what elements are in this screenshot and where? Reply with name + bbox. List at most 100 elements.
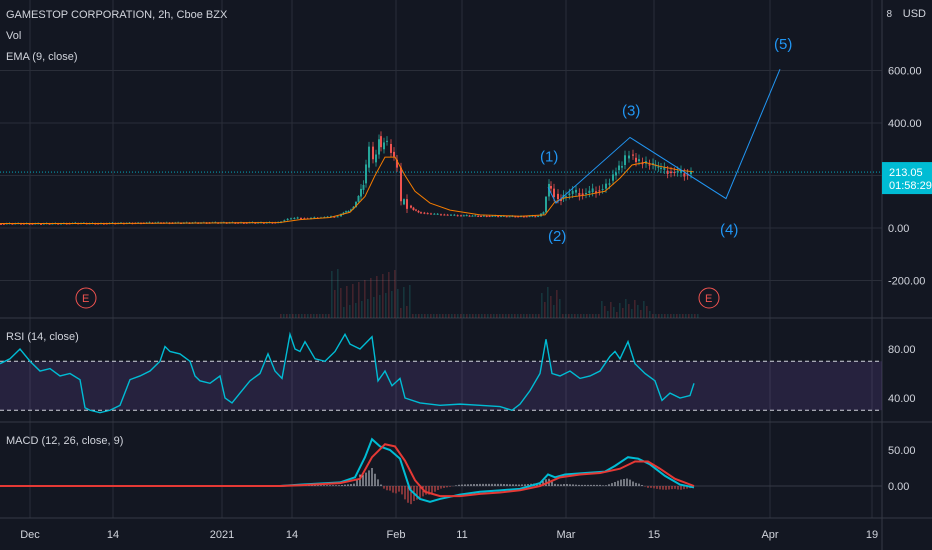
candle-body — [293, 217, 296, 219]
symbol-title[interactable]: GAMESTOP CORPORATION, 2h, Cboe BZX — [6, 9, 228, 21]
candle-body — [357, 195, 360, 202]
candle-body — [383, 142, 385, 150]
earnings-marker-label: E — [705, 293, 712, 305]
candle-body — [608, 183, 611, 185]
currency-label[interactable]: USD — [902, 8, 926, 20]
volume-bar — [478, 314, 480, 318]
elliott-wave-line — [547, 68, 781, 204]
volume-bar — [529, 314, 531, 318]
candle-body — [591, 188, 594, 193]
volume-bar — [313, 314, 315, 318]
candle-body — [511, 215, 514, 217]
volume-bar — [421, 314, 423, 318]
volume-bar — [541, 293, 543, 318]
candle-body — [433, 213, 436, 215]
volume-bar — [646, 306, 648, 318]
ema-legend[interactable]: EMA (9, close) — [6, 51, 78, 63]
volume-bar — [472, 314, 474, 318]
candle-body — [396, 159, 398, 168]
volume-bar — [337, 269, 339, 318]
volume-bar — [637, 305, 639, 318]
earnings-marker-label: E — [82, 293, 89, 305]
macd-legend[interactable]: MACD (12, 26, close, 9) — [6, 435, 124, 447]
volume-bar — [508, 314, 510, 318]
candle-body — [412, 207, 415, 211]
volume-bar — [439, 314, 441, 318]
candle-body — [446, 214, 449, 216]
candle-body — [403, 199, 405, 205]
candle-body — [355, 201, 357, 207]
x-tick-label: Feb — [387, 529, 406, 541]
rsi-legend[interactable]: RSI (14, close) — [6, 331, 79, 343]
candle-body — [254, 222, 257, 224]
volume-bar — [559, 299, 561, 318]
candle-body — [386, 140, 388, 142]
candle-body — [676, 171, 679, 173]
volume-bar — [640, 310, 642, 318]
currency-badge[interactable]: 8 — [886, 9, 892, 20]
volume-bar — [349, 305, 351, 318]
candle-body — [48, 223, 51, 225]
volume-bar — [538, 314, 540, 318]
volume-bar — [406, 306, 408, 318]
candle-body — [553, 188, 555, 198]
candle-body — [477, 215, 480, 217]
volume-bar — [634, 300, 636, 318]
macd-tick-label: 0.00 — [888, 481, 909, 493]
volume-bar — [361, 301, 363, 318]
candle-body — [453, 214, 456, 216]
candle-body — [550, 186, 552, 189]
volume-bar — [457, 314, 459, 318]
candle-body — [491, 215, 494, 217]
candle-body — [393, 151, 395, 157]
volume-bar — [283, 314, 285, 318]
candle-body — [542, 212, 545, 215]
candle-body — [531, 215, 534, 217]
candle-body — [443, 214, 446, 216]
candle-body — [632, 154, 634, 156]
volume-bar — [499, 314, 501, 318]
y-tick-label: 400.00 — [888, 118, 922, 130]
candle-body — [522, 216, 525, 218]
volume-bar — [676, 314, 678, 318]
volume-bar — [514, 314, 516, 318]
volume-bar — [547, 287, 549, 318]
volume-bar — [280, 314, 282, 318]
volume-bar — [448, 314, 450, 318]
candle-body — [588, 190, 591, 193]
candle-body — [336, 216, 339, 218]
volume-bar — [388, 272, 390, 318]
candle-body — [624, 155, 626, 165]
volume-bar — [505, 314, 507, 318]
candle-body — [342, 212, 345, 215]
volume-bar — [667, 314, 669, 318]
candle-body — [537, 216, 540, 218]
candle-body — [245, 222, 248, 224]
volume-bar — [412, 314, 414, 318]
volume-bar — [574, 314, 576, 318]
volume-bar — [487, 314, 489, 318]
candle-body — [28, 223, 31, 225]
volume-bar — [595, 314, 597, 318]
volume-bar — [298, 314, 300, 318]
grid-lines — [0, 0, 882, 518]
rsi-line — [0, 331, 695, 414]
volume-bar — [589, 314, 591, 318]
candle-body — [578, 193, 581, 197]
candle-body — [528, 216, 531, 218]
volume-bar — [325, 314, 327, 318]
volume-bar — [670, 314, 672, 318]
candle-body — [581, 193, 584, 196]
volume-bar — [367, 299, 369, 318]
volume-bar — [493, 314, 495, 318]
volume-bar — [496, 314, 498, 318]
candle-body — [345, 211, 347, 213]
candle-body — [494, 215, 497, 217]
candle-body — [436, 213, 439, 215]
volume-bar — [418, 314, 420, 318]
volume-bar — [295, 314, 297, 318]
vol-legend[interactable]: Vol — [6, 30, 22, 42]
candle-body — [296, 217, 299, 219]
candle-body — [462, 215, 465, 217]
